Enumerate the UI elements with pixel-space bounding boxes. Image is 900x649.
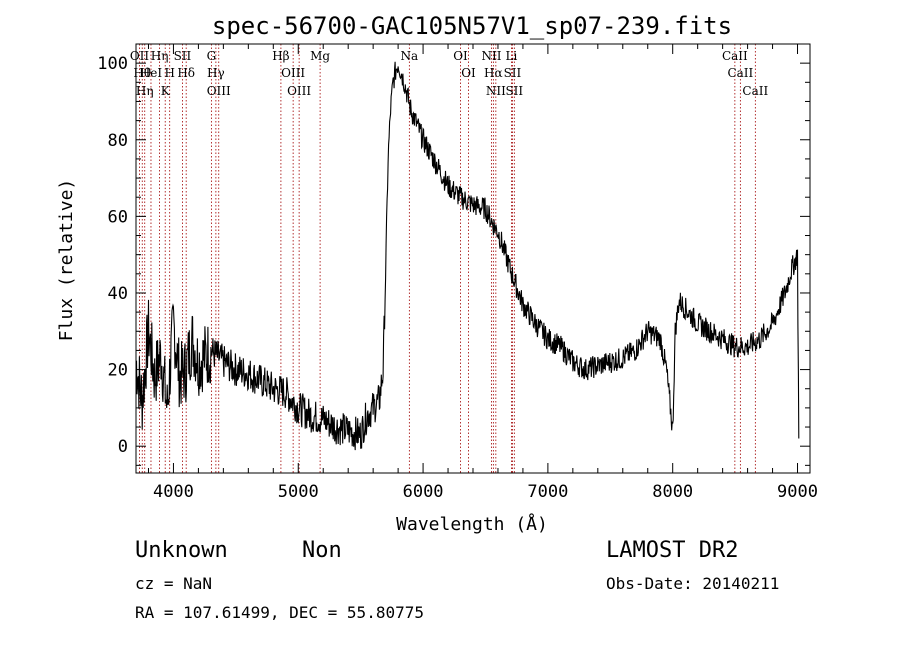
line-marker-label: CaII [722,49,748,63]
redshift-readout: cz = NaN [135,574,213,593]
line-marker-label: CaII [727,66,753,80]
line-marker-label: Hγ [207,66,225,80]
line-marker-label: NII [481,49,501,63]
line-marker-label: SII [505,84,523,98]
survey-name: LAMOST DR2 [606,538,739,563]
line-marker-label: OIII [281,66,305,80]
line-marker-label: K [161,84,171,98]
line-marker-label: OII [130,49,150,63]
line-marker-label: SII [504,66,522,80]
y-axis-label: Flux (relative) [56,179,77,342]
line-marker-label: NII [486,84,506,98]
y-tick-label: 40 [108,284,128,304]
line-marker-label: SII [174,49,192,63]
y-tick-label: 100 [97,54,128,74]
spectrum-line [135,61,800,451]
observation-date: Obs-Date: 20140211 [606,574,780,593]
x-tick-label: 9000 [777,482,818,502]
line-marker-label: CaII [742,84,768,98]
x-tick-label: 8000 [652,482,693,502]
line-marker-label: Hδ [177,66,195,80]
line-marker-label: Mg [310,49,330,63]
line-marker-label: OI [453,49,468,63]
y-tick-label: 60 [108,207,128,227]
line-marker-label: Hη [136,84,154,98]
line-marker-label: Hβ [272,49,289,63]
line-marker-label: G [207,49,217,63]
line-marker-label: OIII [207,84,231,98]
line-marker-label: HeI [140,66,163,80]
y-tick-label: 20 [108,361,128,381]
spectral-subclass: Non [302,538,342,563]
x-tick-label: 5000 [278,482,319,502]
line-marker-label: Na [401,49,419,63]
line-marker-label: OI [461,66,476,80]
line-marker-label: H [164,66,174,80]
spectral-class: Unknown [135,538,228,563]
line-markers [139,44,756,473]
line-marker-label: Hα [484,66,503,80]
x-axis-label: Wavelength (Å) [396,513,548,535]
chart-title: spec-56700-GAC105N57V1_sp07-239.fits [212,12,732,40]
x-tick-label: 7000 [527,482,568,502]
line-marker-label: OIII [287,84,311,98]
line-marker-label: Li [506,49,518,63]
coordinates-readout: RA = 107.61499, DEC = 55.80775 [135,603,424,622]
x-tick-label: 4000 [153,482,194,502]
line-marker-label: Hη [151,49,169,63]
x-axis-ticks: 4000 5000 6000 7000 8000 9000 [147,44,818,502]
line-marker-label: Hθ [133,66,151,80]
y-axis-ticks: 0 20 40 60 80 100 [97,43,810,466]
x-tick-label: 6000 [403,482,444,502]
plot-frame [135,43,811,474]
y-tick-label: 0 [118,437,128,457]
y-tick-label: 80 [108,131,128,151]
